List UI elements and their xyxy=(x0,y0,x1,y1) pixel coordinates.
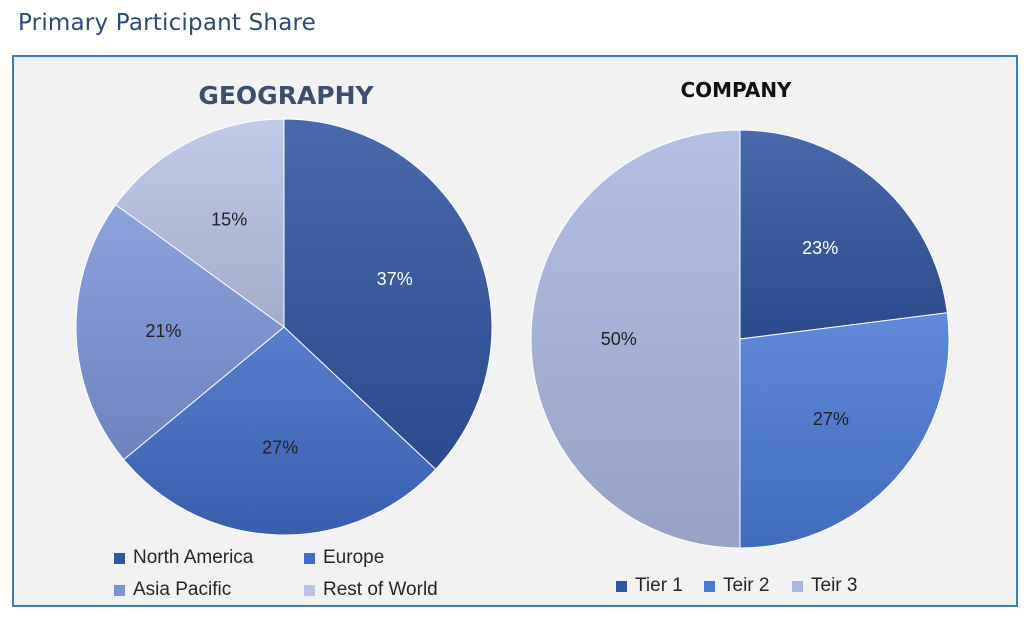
pie-slice-north-america xyxy=(283,118,493,471)
pie-slice-tier-1 xyxy=(739,129,948,340)
legend-item-north-america: North America xyxy=(114,547,253,569)
geography-pie: 37% 27% 21% 15% xyxy=(75,118,493,536)
page-title: Primary Participant Share xyxy=(18,10,316,36)
legend-item-rest-of-world: Rest of World xyxy=(304,579,438,601)
data-label-tier-1: 23% xyxy=(802,238,838,258)
data-label-rest-of-world: 15% xyxy=(211,210,247,230)
legend-label: Teir 2 xyxy=(723,575,770,596)
chart-title-geography: GEOGRAPHY xyxy=(198,81,374,110)
legend-swatch xyxy=(114,584,125,596)
legend-swatch xyxy=(616,580,627,592)
charts-svg: 37% 27% 21% 15% 23% 27% 50% GEOGRAPHY COMPANY xyxy=(75,78,950,549)
legend-swatch xyxy=(304,552,315,564)
legend-swatch xyxy=(114,552,125,564)
legend-label: Rest of World xyxy=(323,579,438,600)
legend-item-teir-3: Teir 3 xyxy=(792,575,857,597)
pie-slice-teir-3 xyxy=(530,129,741,549)
chart-title-company: COMPANY xyxy=(680,78,792,102)
company-pie: 23% 27% 50% xyxy=(530,129,950,549)
legend-item-teir-2: Teir 2 xyxy=(704,575,769,597)
legend-swatch xyxy=(792,580,803,592)
pie-slice-teir-2 xyxy=(739,312,950,549)
legend-label: Asia Pacific xyxy=(133,579,232,600)
legend-item-europe: Europe xyxy=(304,547,384,569)
chart-panel: 37% 27% 21% 15% 23% 27% 50% GEOGRAPHY COMPANY … xyxy=(12,55,1018,607)
data-label-teir-3: 50% xyxy=(601,329,637,349)
legend-label: Europe xyxy=(323,547,385,568)
legend-item-tier-1: Tier 1 xyxy=(616,575,683,597)
data-label-europe: 27% xyxy=(262,438,298,458)
legend-label: Tier 1 xyxy=(635,575,683,596)
pie-slice-europe xyxy=(123,326,437,536)
data-label-asia-pacific: 21% xyxy=(145,321,181,341)
legend-swatch xyxy=(304,584,315,596)
pie-slice-asia-pacific xyxy=(75,204,285,461)
legend-label: Teir 3 xyxy=(811,575,858,596)
legend-swatch xyxy=(704,580,715,592)
legend-label: North America xyxy=(133,547,254,568)
data-label-teir-2: 27% xyxy=(813,409,849,429)
data-label-north-america: 37% xyxy=(377,269,413,289)
legend-item-asia-pacific: Asia Pacific xyxy=(114,579,231,601)
pie-slice-rest-of-world xyxy=(115,118,285,328)
